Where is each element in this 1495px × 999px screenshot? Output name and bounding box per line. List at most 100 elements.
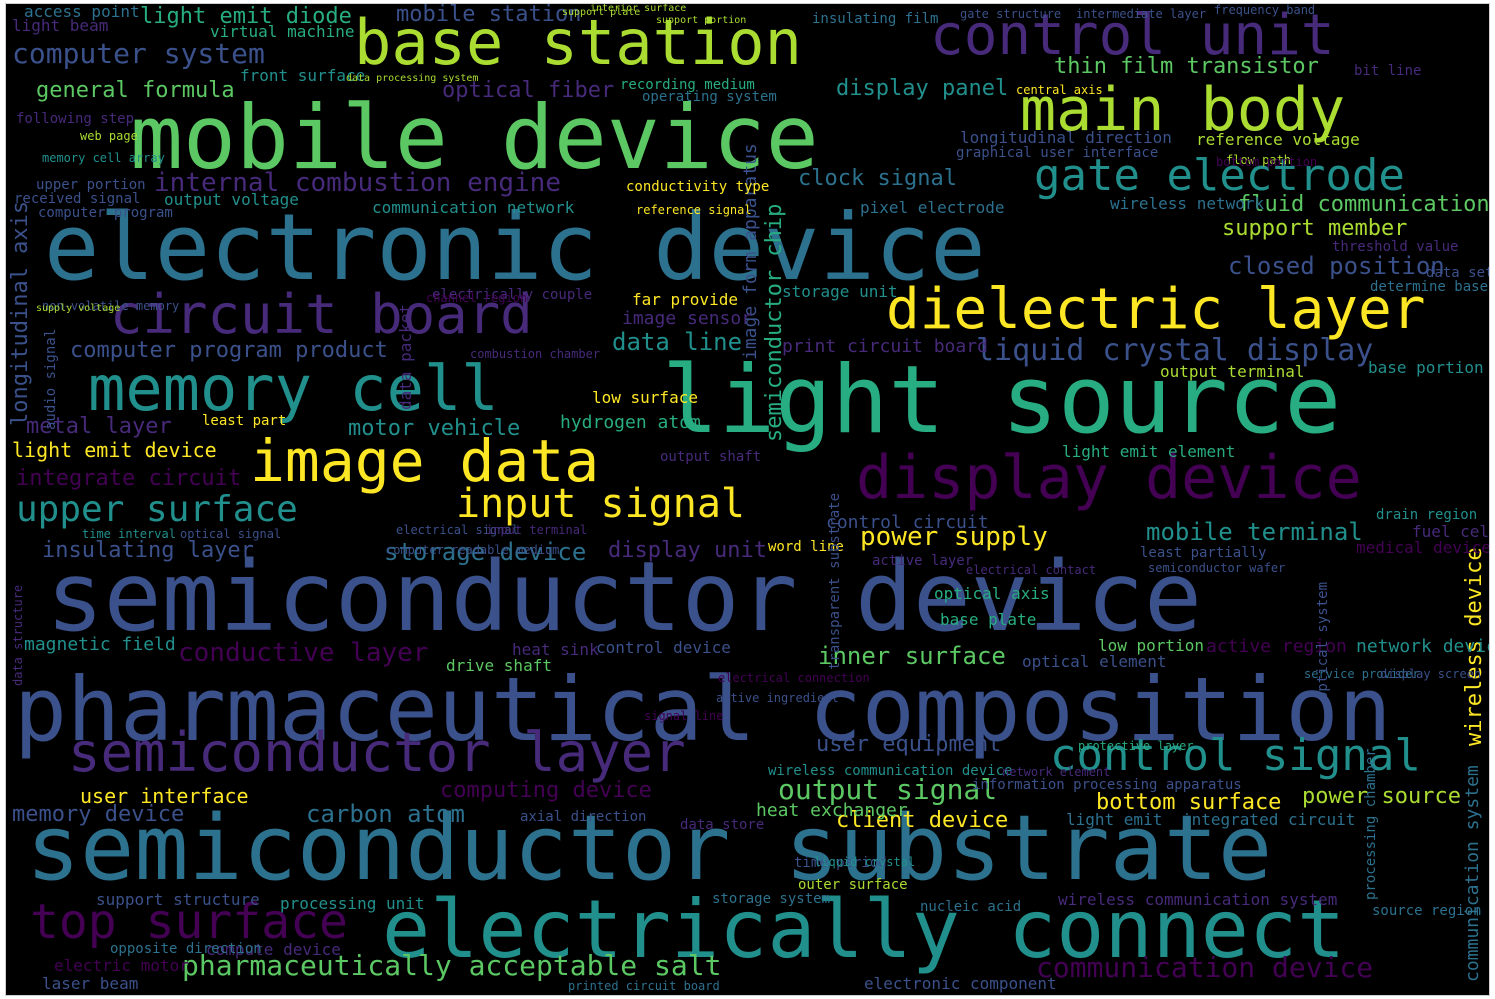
cloud-word: heat exchanger — [756, 800, 908, 821]
cloud-word: user equipment — [816, 732, 1002, 757]
cloud-word: electrically connect — [382, 883, 1346, 976]
cloud-word: integrated circuit — [1182, 810, 1356, 829]
cloud-word: central axis — [1016, 83, 1103, 97]
cloud-word: low portion — [1098, 636, 1204, 655]
cloud-word: interior surface — [590, 4, 687, 14]
cloud-word: thin film transistor — [1054, 54, 1319, 79]
cloud-word: light emit device — [12, 438, 217, 462]
cloud-word: power supply — [860, 522, 1048, 552]
cloud-word: web page — [80, 129, 138, 143]
cloud-word: electric motor — [54, 956, 189, 975]
cloud-word: support portion — [656, 15, 747, 26]
cloud-word: gate electrode — [1034, 150, 1405, 201]
cloud-word: supply voltage — [36, 303, 121, 314]
cloud-word: motor vehicle — [348, 416, 521, 441]
cloud-word: light emit diode — [140, 4, 352, 29]
cloud-word: computer program — [38, 205, 173, 221]
cloud-word: semiconductor wafer — [1148, 561, 1286, 575]
cloud-word: metal layer — [26, 414, 172, 439]
cloud-word: laser beam — [42, 974, 139, 993]
word-cloud: semiconductor device semiconductor substr… — [6, 4, 1489, 995]
cloud-word: display unit — [608, 538, 767, 563]
cloud-word: clock signal — [798, 166, 957, 191]
cloud-word: storage system — [712, 891, 831, 907]
cloud-word: transparent substrate — [827, 492, 843, 670]
cloud-word: data set — [1426, 265, 1489, 281]
cloud-word: signal line — [644, 709, 724, 723]
cloud-word: base station — [354, 6, 802, 79]
cloud-word: longitudinal direction — [960, 128, 1172, 147]
cloud-word: optical element — [1022, 652, 1167, 671]
cloud-word: following step — [16, 111, 135, 127]
cloud-word: hydrogen atom — [560, 412, 701, 433]
cloud-word: input signal — [456, 481, 745, 527]
cloud-word: display device — [856, 443, 1362, 513]
cloud-word: base portion — [1368, 358, 1484, 377]
cloud-word: user interface — [80, 784, 249, 808]
cloud-word: output signal — [778, 773, 998, 806]
cloud-word: output shaft — [660, 449, 762, 465]
cloud-word: storage unit — [782, 282, 898, 301]
cloud-word: data line — [612, 328, 743, 356]
cloud-word: nucleic acid — [920, 899, 1022, 915]
cloud-word: liquid crystal — [814, 855, 916, 869]
cloud-word: computer system — [12, 37, 265, 70]
cloud-word: control unit — [930, 4, 1335, 68]
cloud-word: recording medium — [620, 77, 755, 93]
cloud-word: mobile device — [130, 86, 819, 189]
cloud-word: data store — [680, 817, 765, 833]
cloud-word: semiconductor chip — [762, 203, 787, 442]
cloud-word: support plate — [562, 7, 641, 18]
cloud-word: drain region — [1376, 507, 1478, 523]
cloud-word: internal combustion engine — [154, 168, 561, 198]
cloud-word: intermediate layer — [1076, 7, 1207, 21]
cloud-word: medical device — [1356, 538, 1489, 557]
cloud-word: image sensor — [622, 308, 753, 329]
cloud-word: low surface — [592, 388, 698, 407]
cloud-word: active region — [1206, 636, 1347, 657]
cloud-word: outer surface — [798, 877, 908, 893]
cloud-word: input terminal — [486, 523, 588, 537]
cloud-word: information processing apparatus — [972, 777, 1242, 793]
cloud-word: mobile station — [396, 4, 582, 27]
cloud-word: memory cell — [88, 352, 499, 425]
cloud-word: print circuit board — [782, 336, 988, 357]
cloud-word: data processing system — [346, 73, 479, 84]
cloud-word: active layer — [872, 553, 974, 569]
cloud-word: reference voltage — [1196, 130, 1360, 149]
cloud-word: output voltage — [164, 190, 299, 209]
cloud-word: least partially — [1140, 545, 1267, 561]
cloud-word: bottom portion — [1216, 155, 1318, 169]
cloud-word: electronic device — [44, 194, 986, 301]
cloud-word: conductive layer — [178, 638, 429, 668]
cloud-word: pharmaceutical composition — [14, 658, 1392, 761]
cloud-word: main body — [1020, 75, 1346, 145]
cloud-word: light source — [662, 346, 1342, 455]
cloud-word: fluid communication — [1238, 192, 1489, 217]
cloud-word: optical fiber — [442, 78, 615, 103]
cloud-word: optical system — [1315, 581, 1331, 700]
cloud-word: electrically couple — [432, 287, 593, 303]
cloud-word: time period — [794, 855, 887, 871]
cloud-word: bit line — [1354, 63, 1422, 79]
cloud-word: heat sink — [512, 640, 599, 659]
cloud-word: bottom surface — [1096, 790, 1282, 815]
cloud-word: fuel cell — [1412, 522, 1489, 541]
cloud-word: carbon atom — [306, 800, 465, 828]
cloud-word: protective layer — [1078, 739, 1194, 753]
cloud-word: upper surface — [16, 489, 298, 530]
cloud-word: processing chamber — [1363, 748, 1379, 900]
cloud-word: optical signal — [180, 527, 282, 541]
cloud-word: light beam — [12, 16, 109, 35]
cloud-word: inner surface — [818, 642, 1006, 670]
cloud-word: service provider — [1304, 667, 1420, 681]
cloud-word: client device — [836, 808, 1009, 833]
cloud-word: combustion chamber — [470, 347, 601, 361]
cloud-word: least part — [202, 413, 287, 429]
cloud-word: light emit — [1066, 810, 1163, 829]
cloud-word: electrical contact — [966, 563, 1097, 577]
cloud-word: word line — [768, 539, 844, 555]
cloud-word: active ingredient — [716, 691, 839, 705]
cloud-word: far provide — [632, 290, 738, 309]
cloud-word: data structure — [11, 584, 25, 686]
